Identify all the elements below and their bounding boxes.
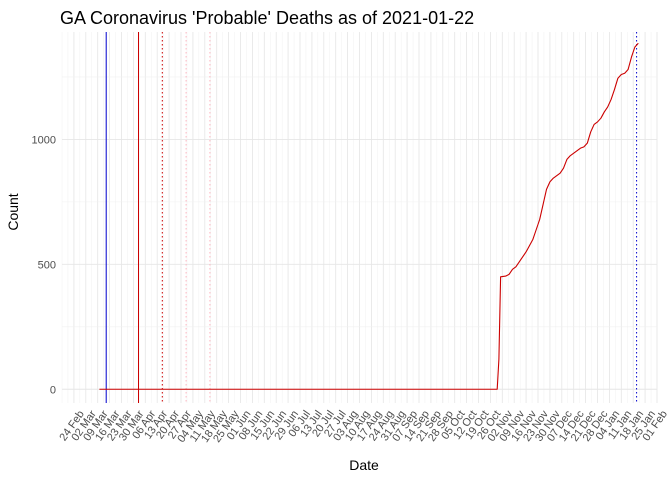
x-axis-title: Date [349, 457, 379, 473]
y-tick-label: 500 [38, 259, 56, 271]
y-axis-ticks: 0 500 1000 [32, 134, 56, 396]
grid [61, 32, 658, 403]
reference-lines [105, 32, 638, 403]
series [99, 42, 639, 390]
chart-title: GA Coronavirus 'Probable' Deaths as of 2… [60, 8, 474, 28]
y-tick-label: 0 [50, 384, 56, 396]
y-axis-title: Count [5, 193, 21, 230]
series-line [99, 42, 639, 390]
y-tick-label: 1000 [32, 134, 56, 146]
